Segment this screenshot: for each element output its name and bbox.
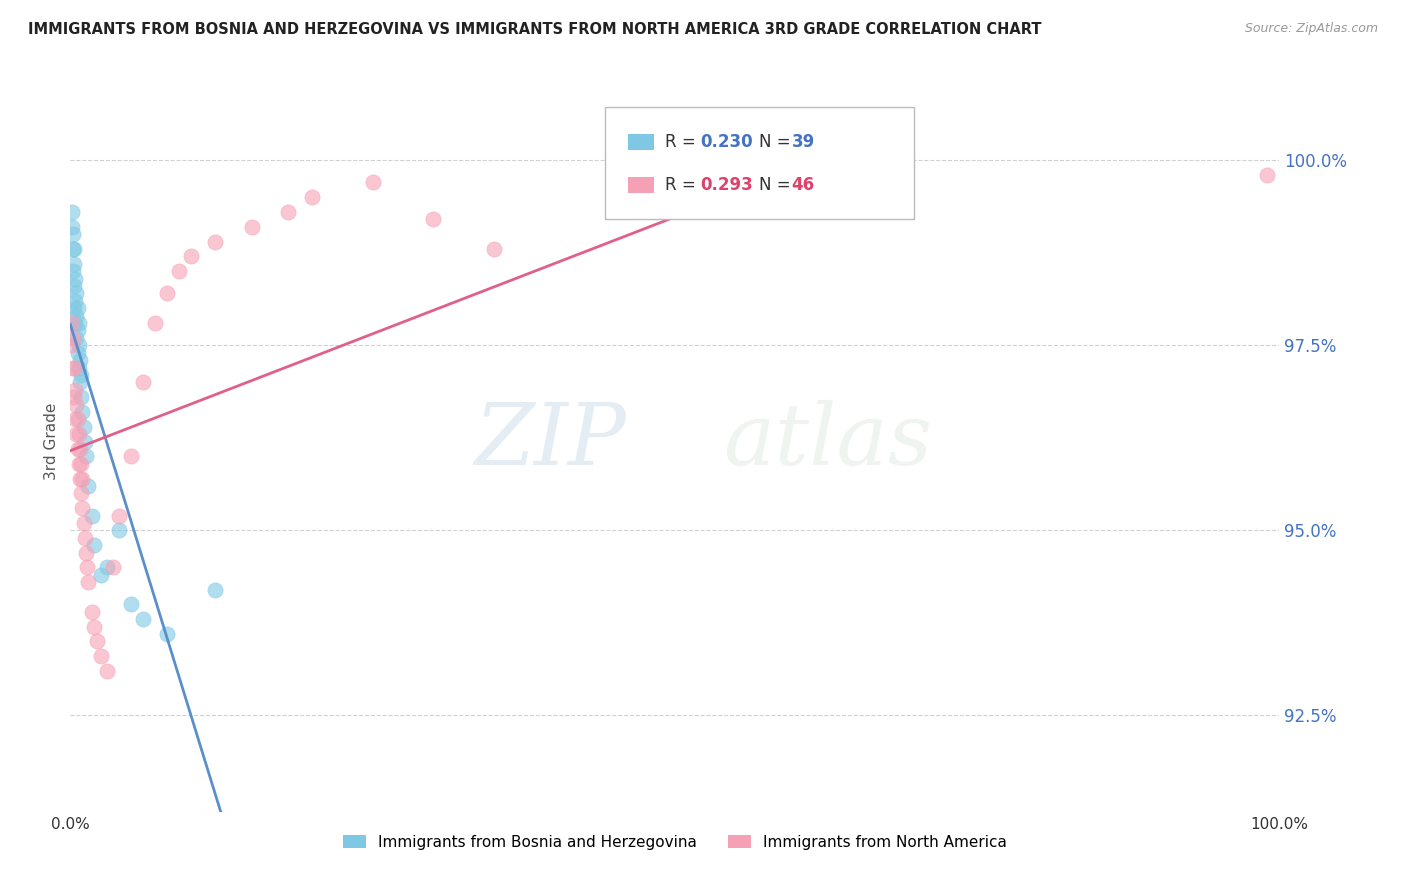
Point — [67, 427, 90, 442]
Point — [482, 242, 505, 256]
Point — [73, 531, 96, 545]
Point — [73, 434, 96, 449]
Point — [72, 405, 94, 419]
Point — [66, 324, 89, 338]
Text: IMMIGRANTS FROM BOSNIA AND HERZEGOVINA VS IMMIGRANTS FROM NORTH AMERICA 3RD GRAD: IMMIGRANTS FROM BOSNIA AND HERZEGOVINA V… — [28, 22, 1042, 37]
Point — [1256, 168, 1278, 182]
Point — [63, 301, 86, 316]
Point — [75, 546, 97, 560]
Point — [67, 316, 90, 330]
Text: 0.230: 0.230 — [700, 133, 752, 152]
Point — [96, 560, 118, 574]
Point — [66, 412, 89, 426]
Point — [60, 316, 83, 330]
Y-axis label: 3rd Grade: 3rd Grade — [44, 403, 59, 480]
Point — [83, 538, 105, 552]
Point — [90, 649, 111, 664]
Point — [132, 612, 155, 626]
Point — [96, 664, 118, 678]
Point — [120, 598, 142, 612]
Point — [156, 286, 179, 301]
Text: atlas: atlas — [723, 401, 932, 483]
Point — [204, 235, 226, 249]
Point — [180, 250, 202, 264]
Point — [240, 219, 263, 234]
Point — [70, 457, 93, 471]
Point — [75, 450, 97, 464]
Point — [62, 242, 84, 256]
Text: 0.293: 0.293 — [700, 177, 754, 194]
Point — [65, 427, 87, 442]
Point — [62, 264, 84, 278]
Point — [63, 412, 86, 426]
Text: 39: 39 — [792, 133, 815, 152]
Point — [65, 309, 87, 323]
Point — [63, 242, 86, 256]
Text: 46: 46 — [792, 177, 814, 194]
Point — [63, 316, 86, 330]
Point — [77, 575, 100, 590]
Point — [83, 620, 105, 634]
Point — [107, 508, 129, 523]
Point — [132, 376, 155, 390]
Point — [72, 419, 94, 434]
Point — [63, 390, 86, 404]
Text: N =: N = — [759, 133, 796, 152]
Point — [72, 472, 94, 486]
Point — [277, 205, 299, 219]
Point — [69, 376, 91, 390]
Point — [72, 501, 94, 516]
Point — [301, 190, 323, 204]
Point — [65, 331, 87, 345]
Point — [62, 360, 84, 375]
Point — [361, 176, 384, 190]
Point — [65, 398, 87, 412]
Point — [66, 301, 89, 316]
Point — [69, 353, 91, 368]
Point — [80, 508, 103, 523]
Point — [69, 442, 91, 456]
Point — [60, 338, 83, 352]
Point — [167, 264, 190, 278]
Legend: Immigrants from Bosnia and Herzegovina, Immigrants from North America: Immigrants from Bosnia and Herzegovina, … — [337, 829, 1012, 856]
Point — [65, 286, 87, 301]
Point — [67, 338, 90, 352]
Point — [63, 383, 86, 397]
Point — [69, 472, 91, 486]
Point — [63, 360, 86, 375]
Point — [70, 486, 93, 500]
Point — [63, 271, 86, 285]
Text: ZIP: ZIP — [475, 401, 627, 483]
Point — [67, 360, 90, 375]
Point — [66, 345, 89, 359]
Point — [90, 567, 111, 582]
Point — [72, 516, 94, 530]
Point — [120, 450, 142, 464]
Point — [107, 524, 129, 538]
Point — [204, 582, 226, 597]
Point — [63, 293, 86, 308]
Point — [62, 227, 84, 242]
Point — [101, 560, 124, 574]
Text: R =: R = — [665, 177, 702, 194]
Point — [156, 627, 179, 641]
Point — [143, 316, 166, 330]
Point — [60, 205, 83, 219]
Text: R =: R = — [665, 133, 702, 152]
Point — [80, 605, 103, 619]
Point — [70, 368, 93, 382]
Point — [76, 560, 98, 574]
Text: Source: ZipAtlas.com: Source: ZipAtlas.com — [1244, 22, 1378, 36]
Point — [63, 279, 86, 293]
Point — [67, 457, 90, 471]
Point — [77, 479, 100, 493]
Point — [86, 634, 108, 648]
Point — [60, 219, 83, 234]
Point — [62, 331, 84, 345]
Point — [70, 390, 93, 404]
Point — [63, 257, 86, 271]
Text: N =: N = — [759, 177, 796, 194]
Point — [66, 442, 89, 456]
Point — [422, 212, 444, 227]
